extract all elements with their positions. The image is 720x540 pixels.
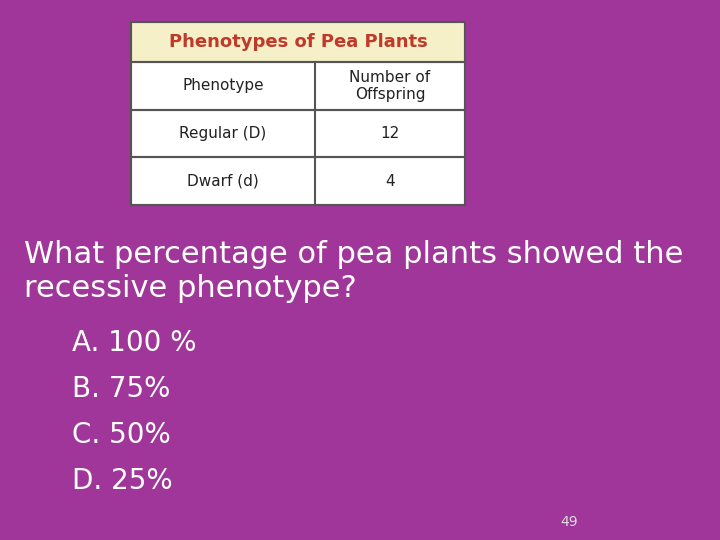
Bar	[131, 158, 465, 205]
Text: Dwarf (d): Dwarf (d)	[187, 174, 259, 189]
Text: A. 100 %: A. 100 %	[71, 329, 196, 357]
Text: Regular (D): Regular (D)	[179, 126, 266, 141]
Text: What percentage of pea plants showed the
recessive phenotype?: What percentage of pea plants showed the…	[24, 240, 683, 303]
Text: 4: 4	[385, 174, 395, 189]
Text: 49: 49	[561, 515, 578, 529]
Bar	[131, 22, 465, 62]
Bar	[131, 158, 465, 205]
Text: Phenotypes of Pea Plants: Phenotypes of Pea Plants	[168, 33, 428, 51]
Bar	[131, 110, 465, 158]
Bar	[131, 22, 465, 205]
Text: C. 50%: C. 50%	[71, 421, 171, 449]
Bar	[131, 62, 465, 110]
Text: B. 75%: B. 75%	[71, 375, 170, 403]
Text: D. 25%: D. 25%	[71, 467, 172, 495]
Bar	[131, 22, 465, 62]
Bar	[131, 110, 465, 158]
Text: Phenotype: Phenotype	[182, 78, 264, 93]
Text: 12: 12	[380, 126, 400, 141]
Bar	[131, 62, 465, 110]
Text: Number of
Offspring: Number of Offspring	[349, 70, 431, 102]
